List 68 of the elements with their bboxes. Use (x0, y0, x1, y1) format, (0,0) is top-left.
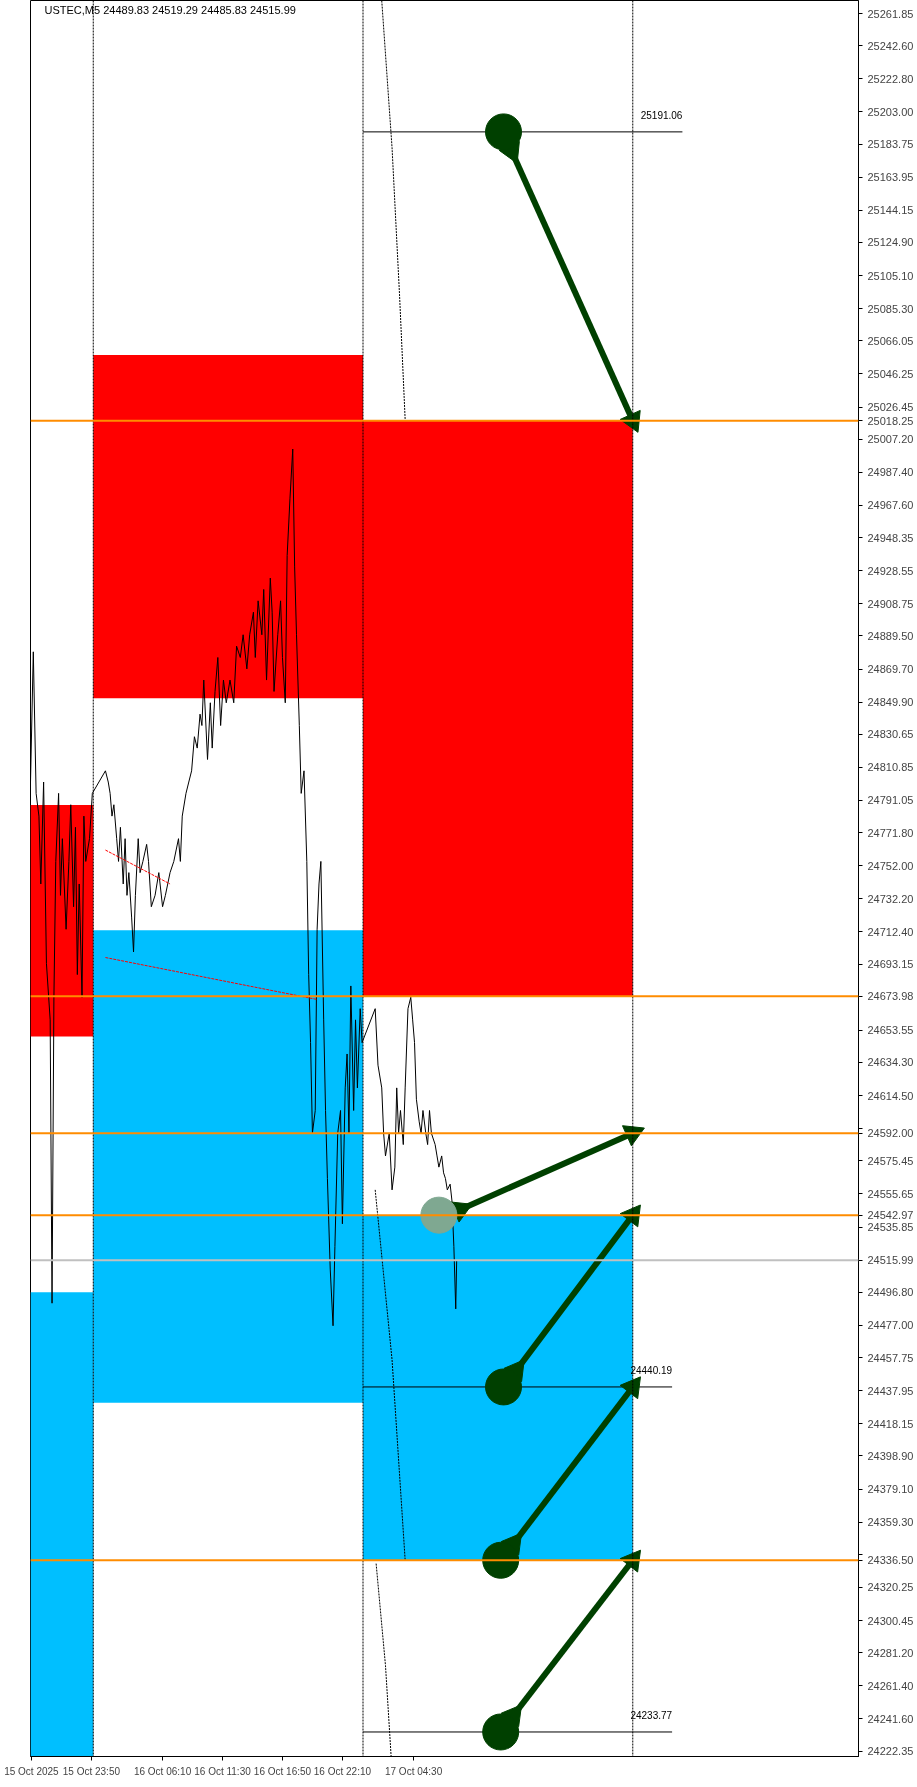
y-tick-label: 24535.85 (867, 1221, 914, 1234)
y-tick-label: 25242.60 (867, 39, 914, 52)
y-tick-label: 25203.00 (867, 105, 914, 118)
y-tick-label: 24359.30 (867, 1516, 914, 1529)
point (420, 1196, 458, 1234)
y-tick-label: 25046.25 (867, 367, 914, 380)
y-tick-label: 24791.05 (867, 794, 914, 807)
y-tick-label: 24575.45 (867, 1154, 914, 1167)
y-tick-label: 24732.20 (867, 892, 914, 905)
y-tick-label: 24222.35 (867, 1745, 914, 1758)
y-tick-label: 24712.40 (867, 925, 914, 938)
y-tick-label: 24496.80 (867, 1286, 914, 1299)
y-tick-label: 24967.60 (867, 499, 914, 512)
y-tick-label: 24437.95 (867, 1384, 914, 1397)
ref-line-label: 25018.25 (867, 414, 914, 427)
ref-line-label: 24515.99 (867, 1254, 914, 1267)
y-tick-label: 24908.75 (867, 597, 914, 610)
x-tick-label: 16 Oct 16:50 (253, 1765, 312, 1777)
y-tick-label: 24889.50 (867, 629, 914, 642)
annotation: 25191.06 (640, 109, 683, 121)
annotation: 24233.77 (630, 1709, 673, 1721)
y-tick-label: 25066.05 (867, 334, 914, 347)
ref-line-label: 24542.97 (867, 1209, 914, 1222)
y-tick-label: 24457.75 (867, 1351, 914, 1364)
y-tick-label: 24379.10 (867, 1483, 914, 1496)
y-tick-label: 24948.35 (867, 531, 914, 544)
y-tick-label: 24810.85 (867, 761, 914, 774)
y-tick-label: 24869.70 (867, 663, 914, 676)
y-tick-label: 24418.15 (867, 1417, 914, 1430)
y-tick-label: 25261.85 (867, 7, 914, 20)
y-tick-label: 24928.55 (867, 564, 914, 577)
x-tick-label: 16 Oct 22:10 (313, 1765, 372, 1777)
y-tick-label: 24752.00 (867, 859, 914, 872)
y-tick-label: 25105.10 (867, 269, 914, 282)
ref-line-label: 24336.50 (867, 1554, 914, 1567)
y-tick-label: 25222.80 (867, 72, 914, 85)
y-tick-label: 24320.25 (867, 1581, 914, 1594)
y-tick-label: 24987.40 (867, 466, 914, 479)
point (485, 113, 523, 151)
ref-line-label: 24592.00 (867, 1127, 914, 1140)
y-tick-label: 24281.20 (867, 1646, 914, 1659)
x-tick-label: 16 Oct 11:30 (194, 1765, 252, 1777)
x-tick-label: 16 Oct 06:10 (133, 1765, 192, 1777)
y-tick-label: 24241.60 (867, 1712, 914, 1725)
y-tick-label: 25007.20 (867, 433, 914, 446)
y-tick-label: 24261.40 (867, 1679, 914, 1692)
y-tick-label: 24555.65 (867, 1187, 914, 1200)
y-tick-label: 24634.30 (867, 1056, 914, 1069)
y-tick-label: 24849.90 (867, 696, 914, 709)
x-tick-label: 15 Oct 23:50 (62, 1765, 121, 1777)
y-tick-label: 24614.50 (867, 1089, 914, 1102)
y-tick-label: 24398.90 (867, 1449, 914, 1462)
x-tick-label: 15 Oct 2025 (4, 1765, 60, 1777)
y-tick-label: 25183.75 (867, 138, 914, 151)
y-tick-label: 25026.45 (867, 401, 914, 414)
y-tick-label: 24477.00 (867, 1319, 914, 1332)
y-tick-label: 25144.15 (867, 204, 914, 217)
y-tick-label: 24830.65 (867, 728, 914, 741)
y-tick-label: 25085.30 (867, 302, 914, 315)
chart-title: USTEC,M5 24489.83 24519.29 24485.83 24515.99 (44, 3, 296, 16)
y-tick-label: 25163.95 (867, 171, 914, 184)
x-tick-label: 17 Oct 04:30 (384, 1765, 443, 1777)
y-tick-label: 24771.80 (867, 826, 914, 839)
y-tick-label: 25124.90 (867, 236, 914, 249)
y-tick-label: 24300.45 (867, 1614, 914, 1627)
ref-line-label: 24673.98 (867, 990, 914, 1003)
y-tick-label: 24653.55 (867, 1024, 914, 1037)
y-tick-label: 24693.15 (867, 958, 914, 971)
